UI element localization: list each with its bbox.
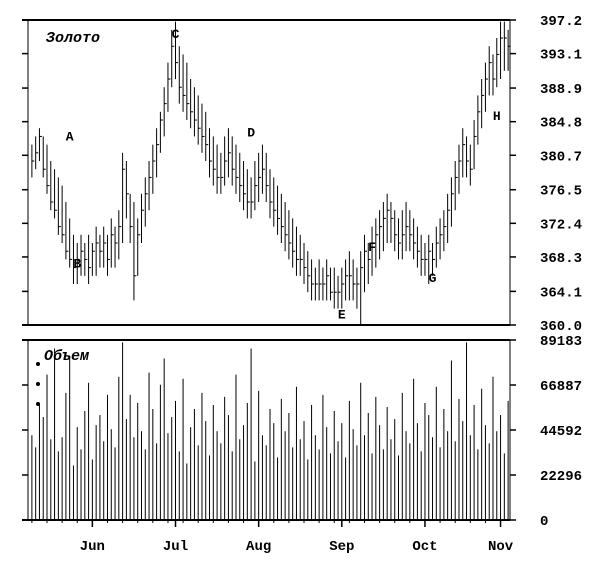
price-ylabel: 364.1 <box>540 285 582 301</box>
price-ylabel: 372.4 <box>540 217 582 233</box>
chart-container: 397.2 393.1 388.9 384.8 380.7 376.5 372.4 368.3… <box>0 0 600 580</box>
annotation-D: D <box>247 125 255 140</box>
month-label: Sep <box>329 539 354 555</box>
month-label: Aug <box>246 539 271 555</box>
vol-ylabel: 44592 <box>540 424 582 440</box>
vol-ylabel: 89183 <box>540 334 582 350</box>
annotation-G: G <box>429 271 437 286</box>
volume-title: Объем <box>44 348 90 365</box>
annotation-C: C <box>172 27 180 42</box>
vol-ylabel: 66887 <box>540 379 582 395</box>
annotation-A: A <box>66 130 74 145</box>
annotation-B: B <box>73 257 81 272</box>
price-ylabel: 384.8 <box>540 116 582 132</box>
price-ylabel: 376.5 <box>540 184 582 200</box>
month-label: Jun <box>80 539 105 555</box>
price-ylabel: 360.0 <box>540 319 582 335</box>
price-ylabel: 368.3 <box>540 251 582 267</box>
vol-ylabel: 0 <box>540 514 548 530</box>
price-ylabel: 397.2 <box>540 14 582 30</box>
month-label: Jul <box>163 539 188 555</box>
month-label: Oct <box>412 539 437 555</box>
price-title: Золото <box>45 30 100 47</box>
price-ylabel: 393.1 <box>540 48 582 64</box>
price-ylabel: 380.7 <box>540 149 582 165</box>
chart-svg: 397.2 393.1 388.9 384.8 380.7 376.5 372.4 368.3… <box>0 0 600 580</box>
annotation-E: E <box>338 308 346 323</box>
decorative-dot <box>36 402 40 406</box>
month-label: Nov <box>488 539 514 555</box>
decorative-dot <box>36 382 40 386</box>
annotation-H: H <box>493 109 501 124</box>
annotation-F: F <box>368 240 376 255</box>
vol-ylabel: 22296 <box>540 469 582 485</box>
decorative-dot <box>36 362 40 366</box>
price-ylabel: 388.9 <box>540 82 582 98</box>
